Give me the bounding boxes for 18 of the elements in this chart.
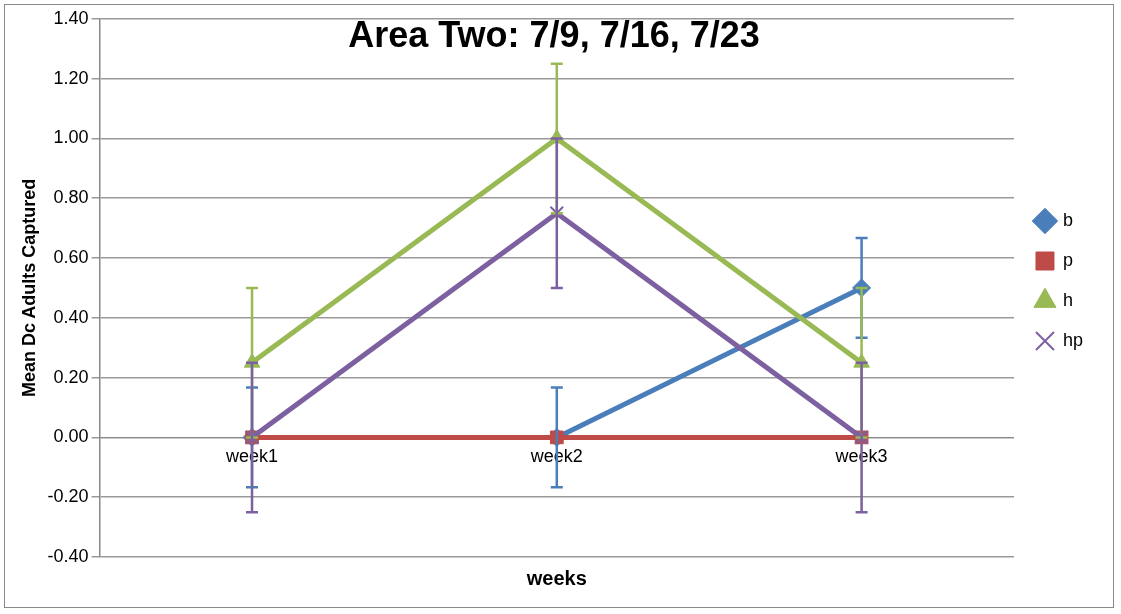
chart-title: Area Two: 7/9, 7/16, 7/23 [348, 14, 760, 56]
y-tick-label: 0.40 [53, 306, 89, 327]
y-tick-label: 0.00 [53, 426, 89, 447]
y-tick-label: 1.00 [53, 127, 89, 148]
x-axis-title: weeks [525, 566, 587, 589]
y-tick-label: 0.20 [53, 366, 89, 387]
legend-label: h [1062, 289, 1073, 310]
legend-label: b [1062, 209, 1073, 230]
y-tick-label: -0.20 [47, 486, 89, 507]
legend-label: hp [1062, 329, 1084, 350]
y-tick-label: 1.40 [53, 7, 89, 28]
legend-label: p [1062, 249, 1073, 270]
y-tick-label: 0.80 [53, 187, 89, 208]
y-axis-title: Mean Dc Adults Captured [18, 178, 39, 398]
y-tick-label: 0.60 [53, 246, 89, 267]
y-tick-label: 1.20 [53, 67, 89, 88]
y-tick-label: -0.40 [47, 545, 89, 566]
point [549, 205, 565, 221]
